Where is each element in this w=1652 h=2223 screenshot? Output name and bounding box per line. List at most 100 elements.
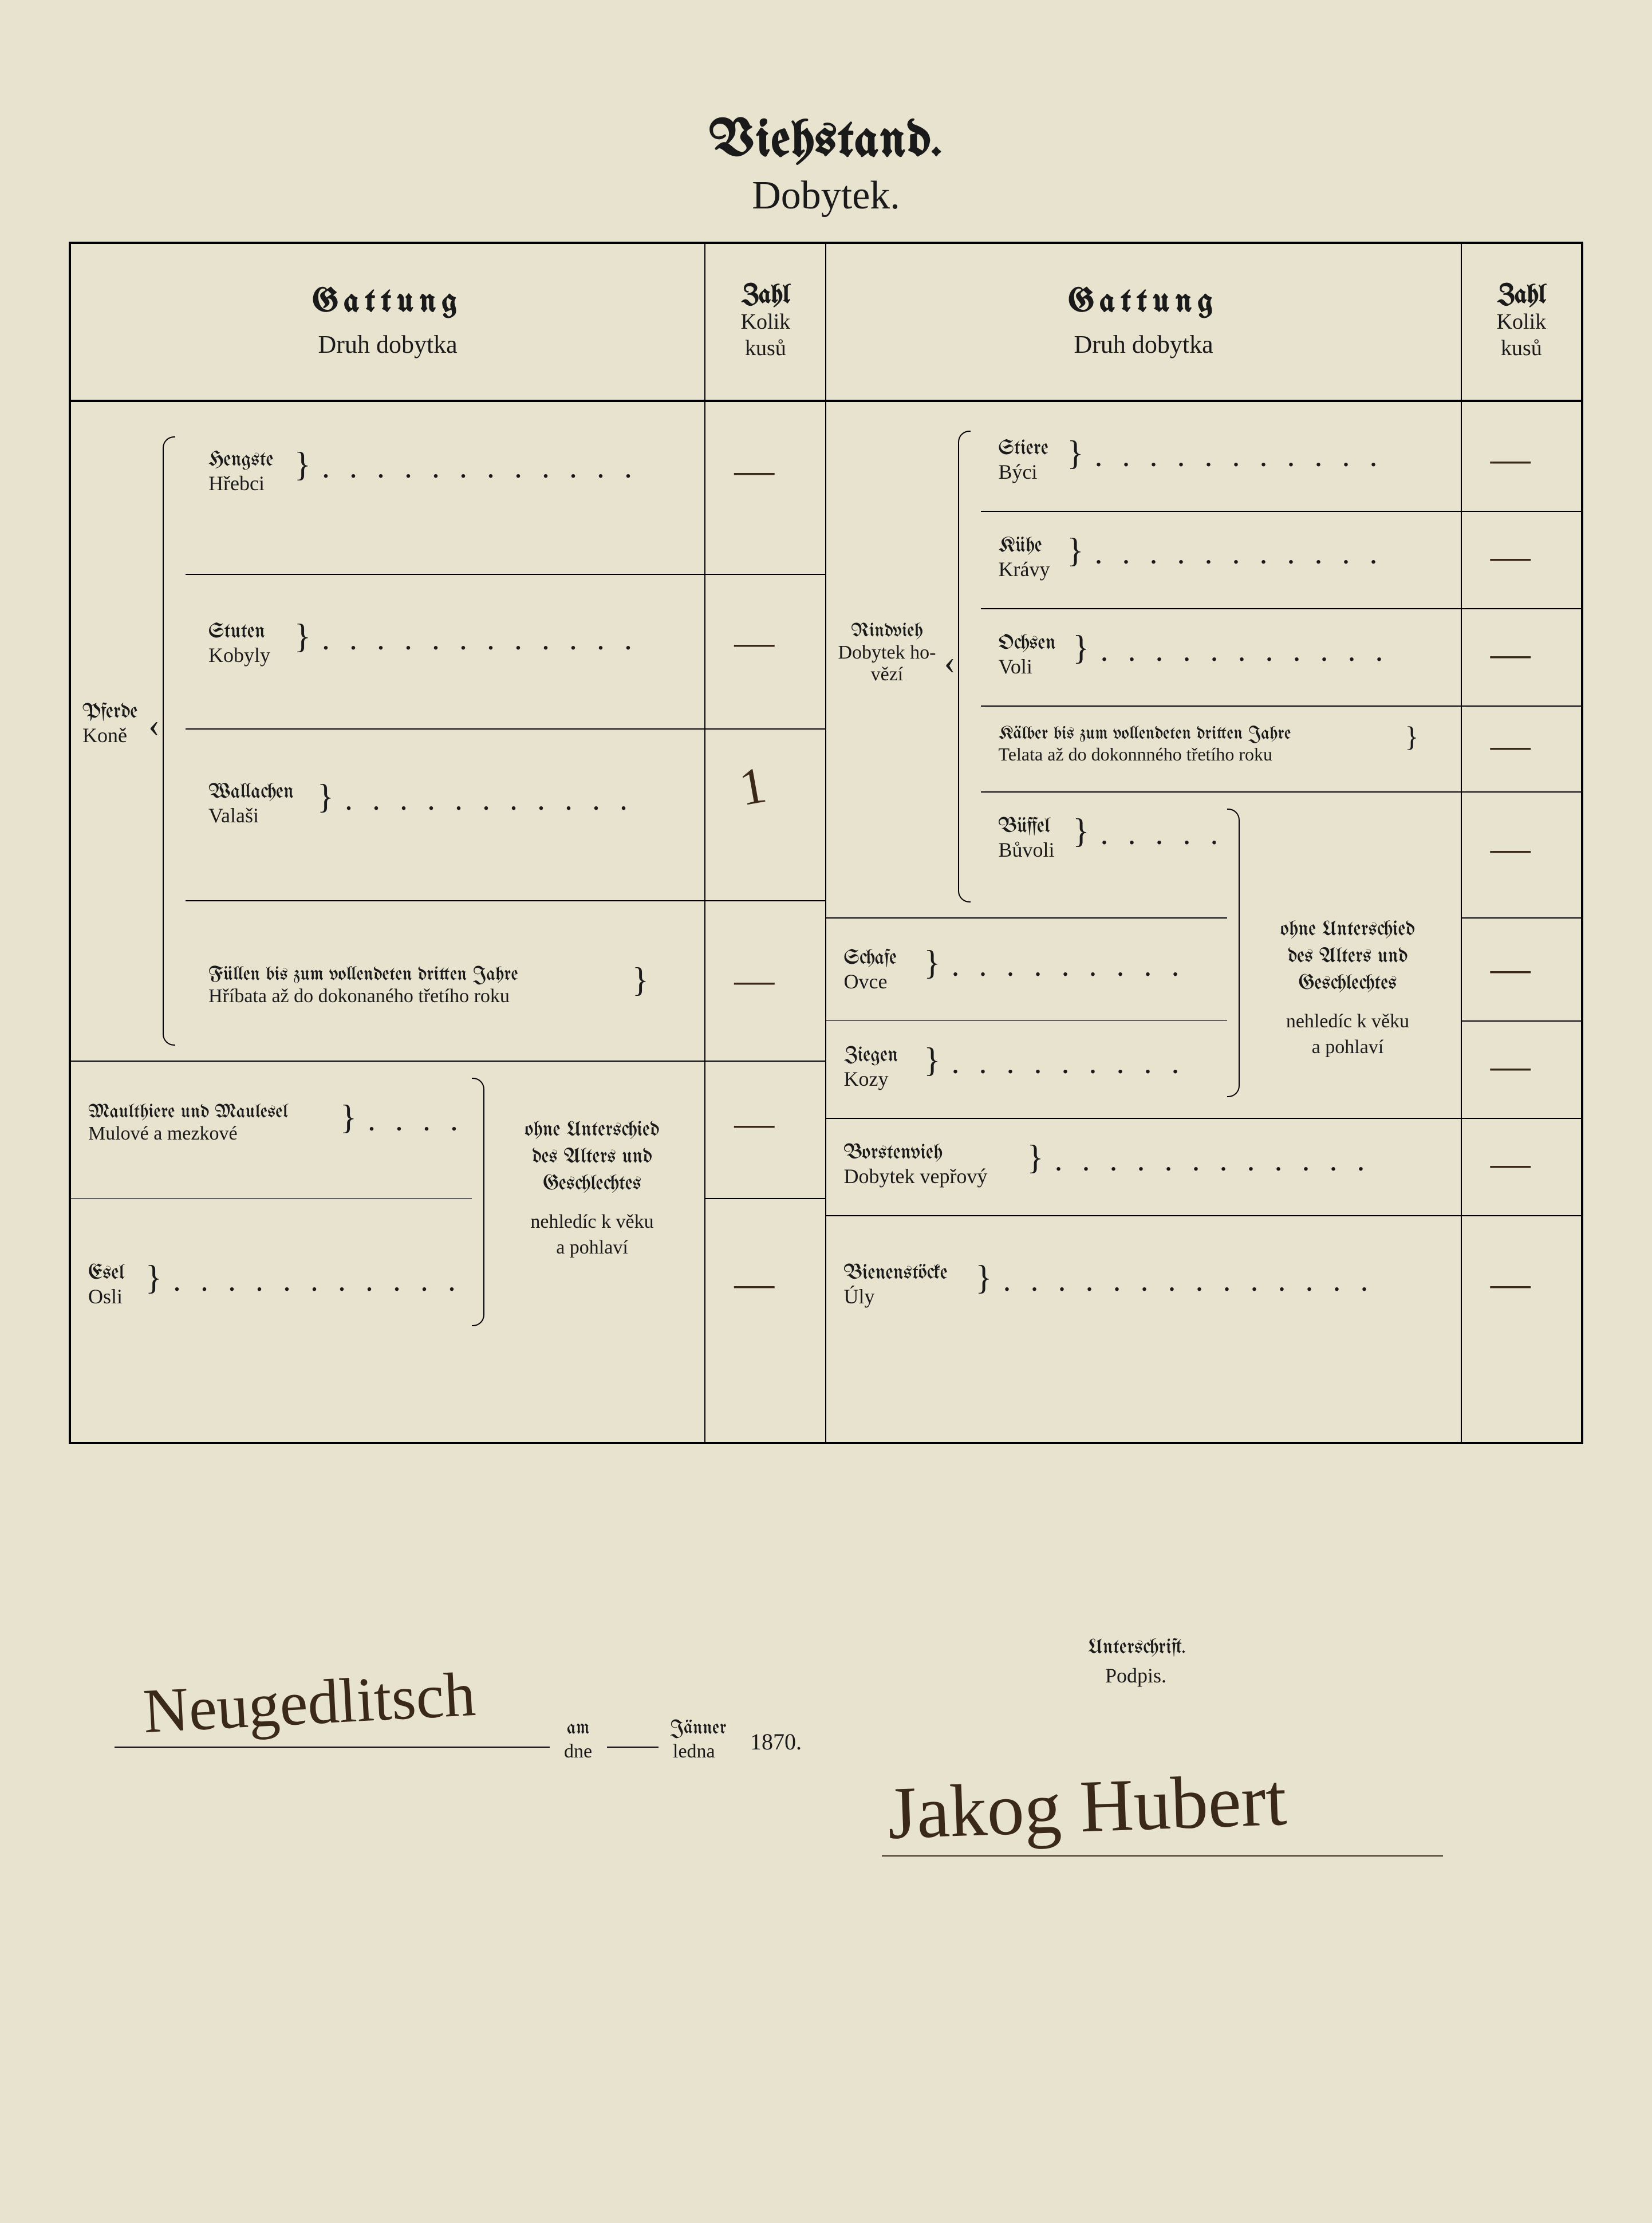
borstenvieh-de: Borstenvieh <box>843 1143 943 1164</box>
gattung-de: Gattung <box>77 285 699 320</box>
schafe-val: — <box>1491 946 1531 992</box>
stuten-de: Stuten <box>208 622 265 643</box>
kalber-val: — <box>1491 723 1531 768</box>
schafe-cz: Ovce <box>843 970 887 993</box>
right-note-de3: Geschlechtes <box>1253 971 1442 998</box>
kalber-brace: } <box>1405 720 1418 753</box>
left-zahl-cell: — — 1 — — — <box>705 401 826 1443</box>
stuten-label: Stuten Kobyly <box>208 620 270 667</box>
kalber-cz: Telata až do dokonnného třetího roku <box>998 744 1272 764</box>
rindvieh-brace <box>958 431 971 902</box>
right-zahl-cell: — — — — — — — — — <box>1461 401 1582 1443</box>
maulthiere-brace: } <box>340 1098 357 1137</box>
col-zahl-right: Zahl Kolik kusů <box>1461 243 1582 401</box>
r-line-3 <box>981 705 1460 707</box>
day-line <box>607 1747 659 1748</box>
esel-label: Esel Osli <box>88 1261 124 1308</box>
pferde-brace <box>163 436 175 1046</box>
wallachen-brace: } <box>317 777 334 817</box>
col-gattung-right: Gattung Druh dobytka <box>826 243 1461 401</box>
right-note: ohne Unterschied des Alters und Geschlec… <box>1253 917 1442 1060</box>
am-label: am <box>567 1718 590 1739</box>
borstenvieh-dots: . . . . . . . . . . . . <box>1055 1149 1416 1176</box>
right-note-cz1: nehledíc k věku <box>1253 1009 1442 1034</box>
zahl-cz2: kusů <box>711 336 819 362</box>
kalber-label: Kälber bis zum vollendeten dritten Jahre… <box>998 723 1291 764</box>
rindvieh-cz1: Dobytek ho- <box>838 642 936 663</box>
wallachen-dots: . . . . . . . . . . . <box>346 789 667 815</box>
hengste-de: Hengste <box>208 450 274 471</box>
hengste-val: — <box>734 448 774 494</box>
esel-brace: } <box>145 1258 162 1298</box>
gattung-de-r: Gattung <box>832 285 1454 320</box>
left-note-cz1: nehledíc k věku <box>498 1209 687 1235</box>
zahl-de: Zahl <box>711 282 819 309</box>
maulthiere-cz: Mulové a mezkové <box>88 1123 238 1144</box>
buffel-brace: } <box>1073 811 1089 851</box>
schafe-brace: } <box>924 943 940 983</box>
lz-line-1 <box>705 574 825 575</box>
maulthiere-label: Maulthiere und Maulesel Mulové a mezkové <box>88 1101 288 1145</box>
ochsen-de: Ochsen <box>998 633 1055 655</box>
left-note-de3: Geschlechtes <box>498 1172 687 1199</box>
kuhe-val: — <box>1491 534 1531 580</box>
rz-line-7 <box>1462 1118 1581 1119</box>
ochsen-brace: } <box>1073 628 1089 668</box>
bienen-brace: } <box>975 1258 992 1298</box>
kuhe-label: Kühe Krávy <box>998 534 1050 581</box>
hengste-dots: . . . . . . . . . . . . <box>323 456 667 483</box>
fullen-brace: } <box>632 960 649 1000</box>
signature: Jakog Hubert <box>886 1757 1288 1857</box>
stuten-val: — <box>734 620 774 665</box>
left-note-de2: des Alters und <box>498 1145 687 1172</box>
kuhe-brace: } <box>1067 531 1083 570</box>
col-gattung-left: Gattung Druh dobytka <box>70 243 705 401</box>
stiere-val: — <box>1491 436 1531 482</box>
esel-de: Esel <box>88 1263 124 1284</box>
wallachen-cz: Valaši <box>208 804 259 827</box>
stuten-dots: . . . . . . . . . . . . <box>323 628 667 655</box>
dne-label: dne <box>564 1741 592 1763</box>
zahl-cz2-r: kusů <box>1468 336 1575 362</box>
r-line-6 <box>826 1020 1227 1021</box>
ziegen-de: Ziegen <box>843 1046 898 1067</box>
line-4 <box>71 1061 704 1062</box>
esel-dots: . . . . . . . . . . . <box>174 1270 460 1296</box>
header-row: Gattung Druh dobytka Zahl Kolik kusů Gat… <box>70 243 1582 401</box>
signature-line <box>882 1855 1443 1857</box>
rz-line-3 <box>1462 705 1581 707</box>
r-line-1 <box>981 511 1460 512</box>
pferde-brace-tip: ‹ <box>148 705 160 745</box>
body-row: Pferde Koně ‹ Hengste Hřebci } . . . . .… <box>70 401 1582 1443</box>
ziegen-label: Ziegen Kozy <box>843 1043 898 1090</box>
buffel-dots: . . . . . <box>1101 823 1216 850</box>
gattung-cz: Druh dobytka <box>77 330 699 359</box>
header: Viehstand. Dobytek. <box>69 115 1583 219</box>
lz-line-4 <box>705 1061 825 1062</box>
ziegen-cz: Kozy <box>843 1067 888 1090</box>
zahl-de-r: Zahl <box>1468 282 1575 309</box>
buffel-label: Büffel Bůvoli <box>998 814 1054 861</box>
schafe-label: Schafe Ovce <box>843 946 897 993</box>
title-de: Viehstand. <box>69 115 1583 168</box>
wallachen-de: Wallachen <box>208 782 294 803</box>
year: 1870. <box>750 1728 802 1755</box>
ziegen-val: — <box>1491 1043 1531 1089</box>
ochsen-cz: Voli <box>998 655 1032 678</box>
lz-line-5 <box>705 1198 825 1199</box>
line-5 <box>71 1198 472 1199</box>
bienen-de: Bienenstöcke <box>843 1263 947 1284</box>
stiere-de: Stiere <box>998 439 1048 460</box>
pferde-label: Pferde Koně <box>82 700 137 747</box>
hengste-brace: } <box>294 445 311 484</box>
gattung-cz-r: Druh dobytka <box>832 330 1454 359</box>
ochsen-label: Ochsen Voli <box>998 631 1055 678</box>
line-1 <box>186 574 704 575</box>
right-note-brace <box>1227 809 1240 1097</box>
borstenvieh-val: — <box>1491 1141 1531 1187</box>
rz-line-8 <box>1462 1215 1581 1216</box>
fullen-de: Füllen bis zum vollendeten dritten Jahre <box>208 964 518 985</box>
borstenvieh-cz: Dobytek vepřový <box>843 1165 987 1188</box>
maulthiere-dots: . . . . <box>369 1109 460 1136</box>
stiere-brace: } <box>1067 433 1083 473</box>
